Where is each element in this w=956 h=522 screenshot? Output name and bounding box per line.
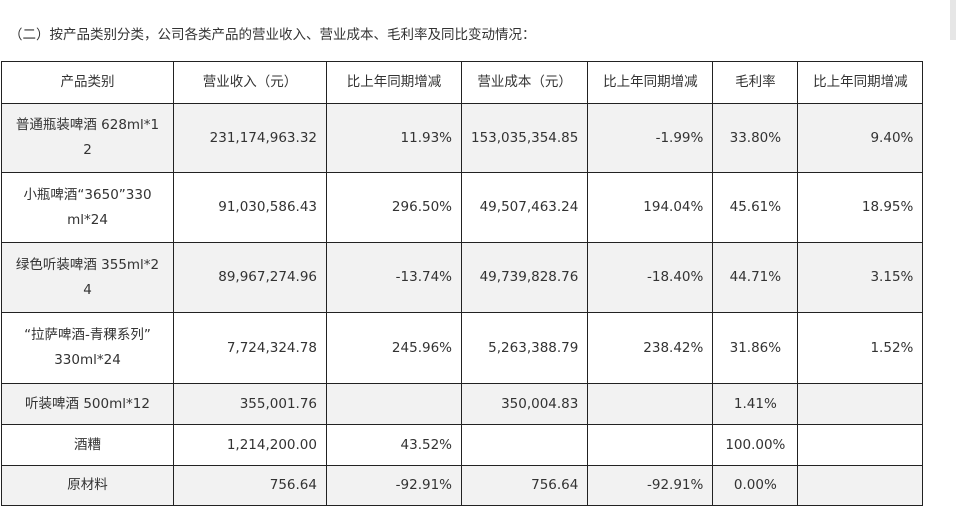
category-line: 绿色听装啤酒 355ml*2 xyxy=(15,256,160,273)
category-line: 听装啤酒 500ml*12 xyxy=(25,395,150,412)
cell-revenue: 1,214,200.00 xyxy=(173,424,327,466)
cell-revenue-change: 43.52% xyxy=(326,424,462,466)
header-cost-change: 比上年同期增减 xyxy=(587,61,714,104)
category-line: 330ml*24 xyxy=(54,352,121,368)
header-margin-change: 比上年同期增减 xyxy=(797,61,924,104)
header-category: 产品类别 xyxy=(1,61,174,104)
cell-revenue-change: 245.96% xyxy=(326,312,462,384)
cell-cost-change: -92.91% xyxy=(587,465,714,506)
cell-category: “拉萨啤酒-青稞系列” 330ml*24 xyxy=(1,312,174,384)
cell-margin-change xyxy=(797,383,924,425)
cell-category: 酒糟 xyxy=(1,424,174,466)
cell-gross-margin: 0.00% xyxy=(712,465,799,506)
table-row: 绿色听装啤酒 355ml*2 4 89,967,274.96 -13.74% 49… xyxy=(1,242,924,313)
cell-gross-margin: 31.86% xyxy=(712,312,799,384)
table-row: 原材料 756.64 -92.91% 756.64 -92.91% 0.00% xyxy=(1,465,924,506)
cell-cost-change xyxy=(587,383,714,425)
cell-cost-change: -1.99% xyxy=(587,103,714,173)
cell-margin-change: 18.95% xyxy=(797,172,924,243)
header-revenue: 营业收入（元） xyxy=(173,61,327,104)
cell-revenue: 7,724,324.78 xyxy=(173,312,327,384)
cell-margin-change: 3.15% xyxy=(797,242,924,313)
cell-cost-change: 238.42% xyxy=(587,312,714,384)
cell-gross-margin: 1.41% xyxy=(712,383,799,425)
cell-revenue-change: -13.74% xyxy=(326,242,462,313)
cell-category: 小瓶啤酒“3650”330 ml*24 xyxy=(1,172,174,243)
header-cost: 营业成本（元） xyxy=(460,61,589,104)
cell-category: 绿色听装啤酒 355ml*2 4 xyxy=(1,242,174,313)
table-row: 听装啤酒 500ml*12 355,001.76 350,004.83 1.41… xyxy=(1,383,924,425)
cell-revenue-change: -92.91% xyxy=(326,465,462,506)
cell-cost: 49,507,463.24 xyxy=(460,172,589,243)
cell-margin-change: 1.52% xyxy=(797,312,924,384)
cell-cost: 5,263,388.79 xyxy=(460,312,589,384)
cell-category: 普通瓶装啤酒 628ml*1 2 xyxy=(1,103,174,173)
table-row: 小瓶啤酒“3650”330 ml*24 91,030,586.43 296.50%… xyxy=(1,172,924,243)
table-row: 普通瓶装啤酒 628ml*1 2 231,174,963.32 11.93% 15… xyxy=(1,103,924,173)
cell-revenue: 756.64 xyxy=(173,465,327,506)
category-line: 普通瓶装啤酒 628ml*1 xyxy=(15,117,160,133)
category-line: 原材料 xyxy=(67,477,108,493)
cell-cost-change: -18.40% xyxy=(587,242,714,313)
cell-category: 听装啤酒 500ml*12 xyxy=(1,383,174,425)
category-line: ml*24 xyxy=(67,211,108,228)
cell-cost: 153,035,354.85 xyxy=(460,103,589,173)
cell-revenue-change xyxy=(326,383,462,425)
cell-revenue-change: 296.50% xyxy=(326,172,462,243)
cell-cost xyxy=(460,424,589,466)
cell-cost: 350,004.83 xyxy=(460,383,589,425)
cell-revenue: 231,174,963.32 xyxy=(173,103,327,173)
cell-cost-change xyxy=(587,424,714,466)
cell-cost: 49,739,828.76 xyxy=(460,242,589,313)
cell-category: 原材料 xyxy=(1,465,174,506)
cell-cost: 756.64 xyxy=(460,465,589,506)
header-gross-margin: 毛利率 xyxy=(712,61,799,104)
category-line: 酒糟 xyxy=(74,436,101,453)
cell-gross-margin: 33.80% xyxy=(712,103,799,173)
header-revenue-change: 比上年同期增减 xyxy=(326,61,462,104)
cell-revenue: 91,030,586.43 xyxy=(173,172,327,243)
cell-margin-change xyxy=(797,424,924,466)
scrollbar-edge xyxy=(950,0,956,40)
cell-margin-change xyxy=(797,465,924,506)
category-line: 小瓶啤酒“3650”330 xyxy=(23,186,152,203)
cell-gross-margin: 44.71% xyxy=(712,242,799,313)
cell-cost-change: 194.04% xyxy=(587,172,714,243)
cell-gross-margin: 45.61% xyxy=(712,172,799,243)
table-row: 酒糟 1,214,200.00 43.52% 100.00% xyxy=(1,424,924,466)
cell-margin-change: 9.40% xyxy=(797,103,924,173)
product-category-table: 产品类别 营业收入（元） 比上年同期增减 营业成本（元） 比上年同期增减 毛利率… xyxy=(1,61,924,506)
category-line: 2 xyxy=(83,142,92,158)
category-line: 4 xyxy=(83,281,92,298)
table-row: “拉萨啤酒-青稞系列” 330ml*24 7,724,324.78 245.96%… xyxy=(1,312,924,384)
section-title: （二）按产品类别分类，公司各类产品的营业收入、营业成本、毛利率及同比变动情况： xyxy=(9,27,536,43)
cell-revenue: 89,967,274.96 xyxy=(173,242,327,313)
category-line: “拉萨啤酒-青稞系列” xyxy=(24,327,151,343)
cell-revenue-change: 11.93% xyxy=(326,103,462,173)
cell-revenue: 355,001.76 xyxy=(173,383,327,425)
cell-gross-margin: 100.00% xyxy=(712,424,799,466)
